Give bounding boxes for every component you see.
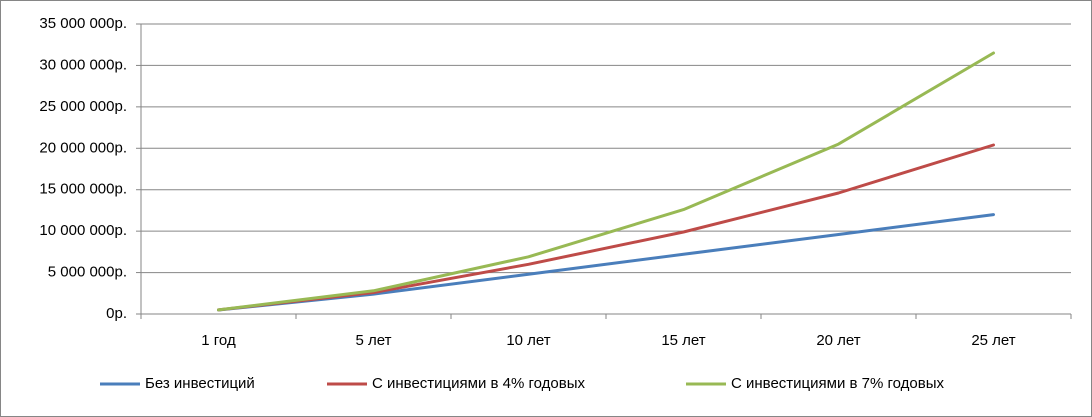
x-tick-label: 5 лет [356,332,392,349]
x-tick-label: 20 лет [816,332,860,349]
series-line [217,51,995,312]
y-tick-label: 30 000 000р. [39,56,127,73]
legend-label: С инвестициями в 7% годовых [731,375,944,392]
x-tick-label: 1 год [201,332,236,349]
y-tick-label: 35 000 000р. [39,15,127,32]
x-tick-label: 15 лет [661,332,705,349]
legend-label: Без инвестиций [145,375,255,392]
x-tick-label: 25 лет [971,332,1015,349]
legend-label: С инвестициями в 4% годовых [372,375,585,392]
y-tick-label: 0р. [106,305,127,322]
y-tick-label: 5 000 000р. [48,264,127,281]
x-tick-label: 10 лет [506,332,550,349]
y-tick-label: 25 000 000р. [39,98,127,115]
y-tick-label: 15 000 000р. [39,181,127,198]
y-tick-label: 10 000 000р. [39,222,127,239]
y-tick-label: 20 000 000р. [39,139,127,156]
